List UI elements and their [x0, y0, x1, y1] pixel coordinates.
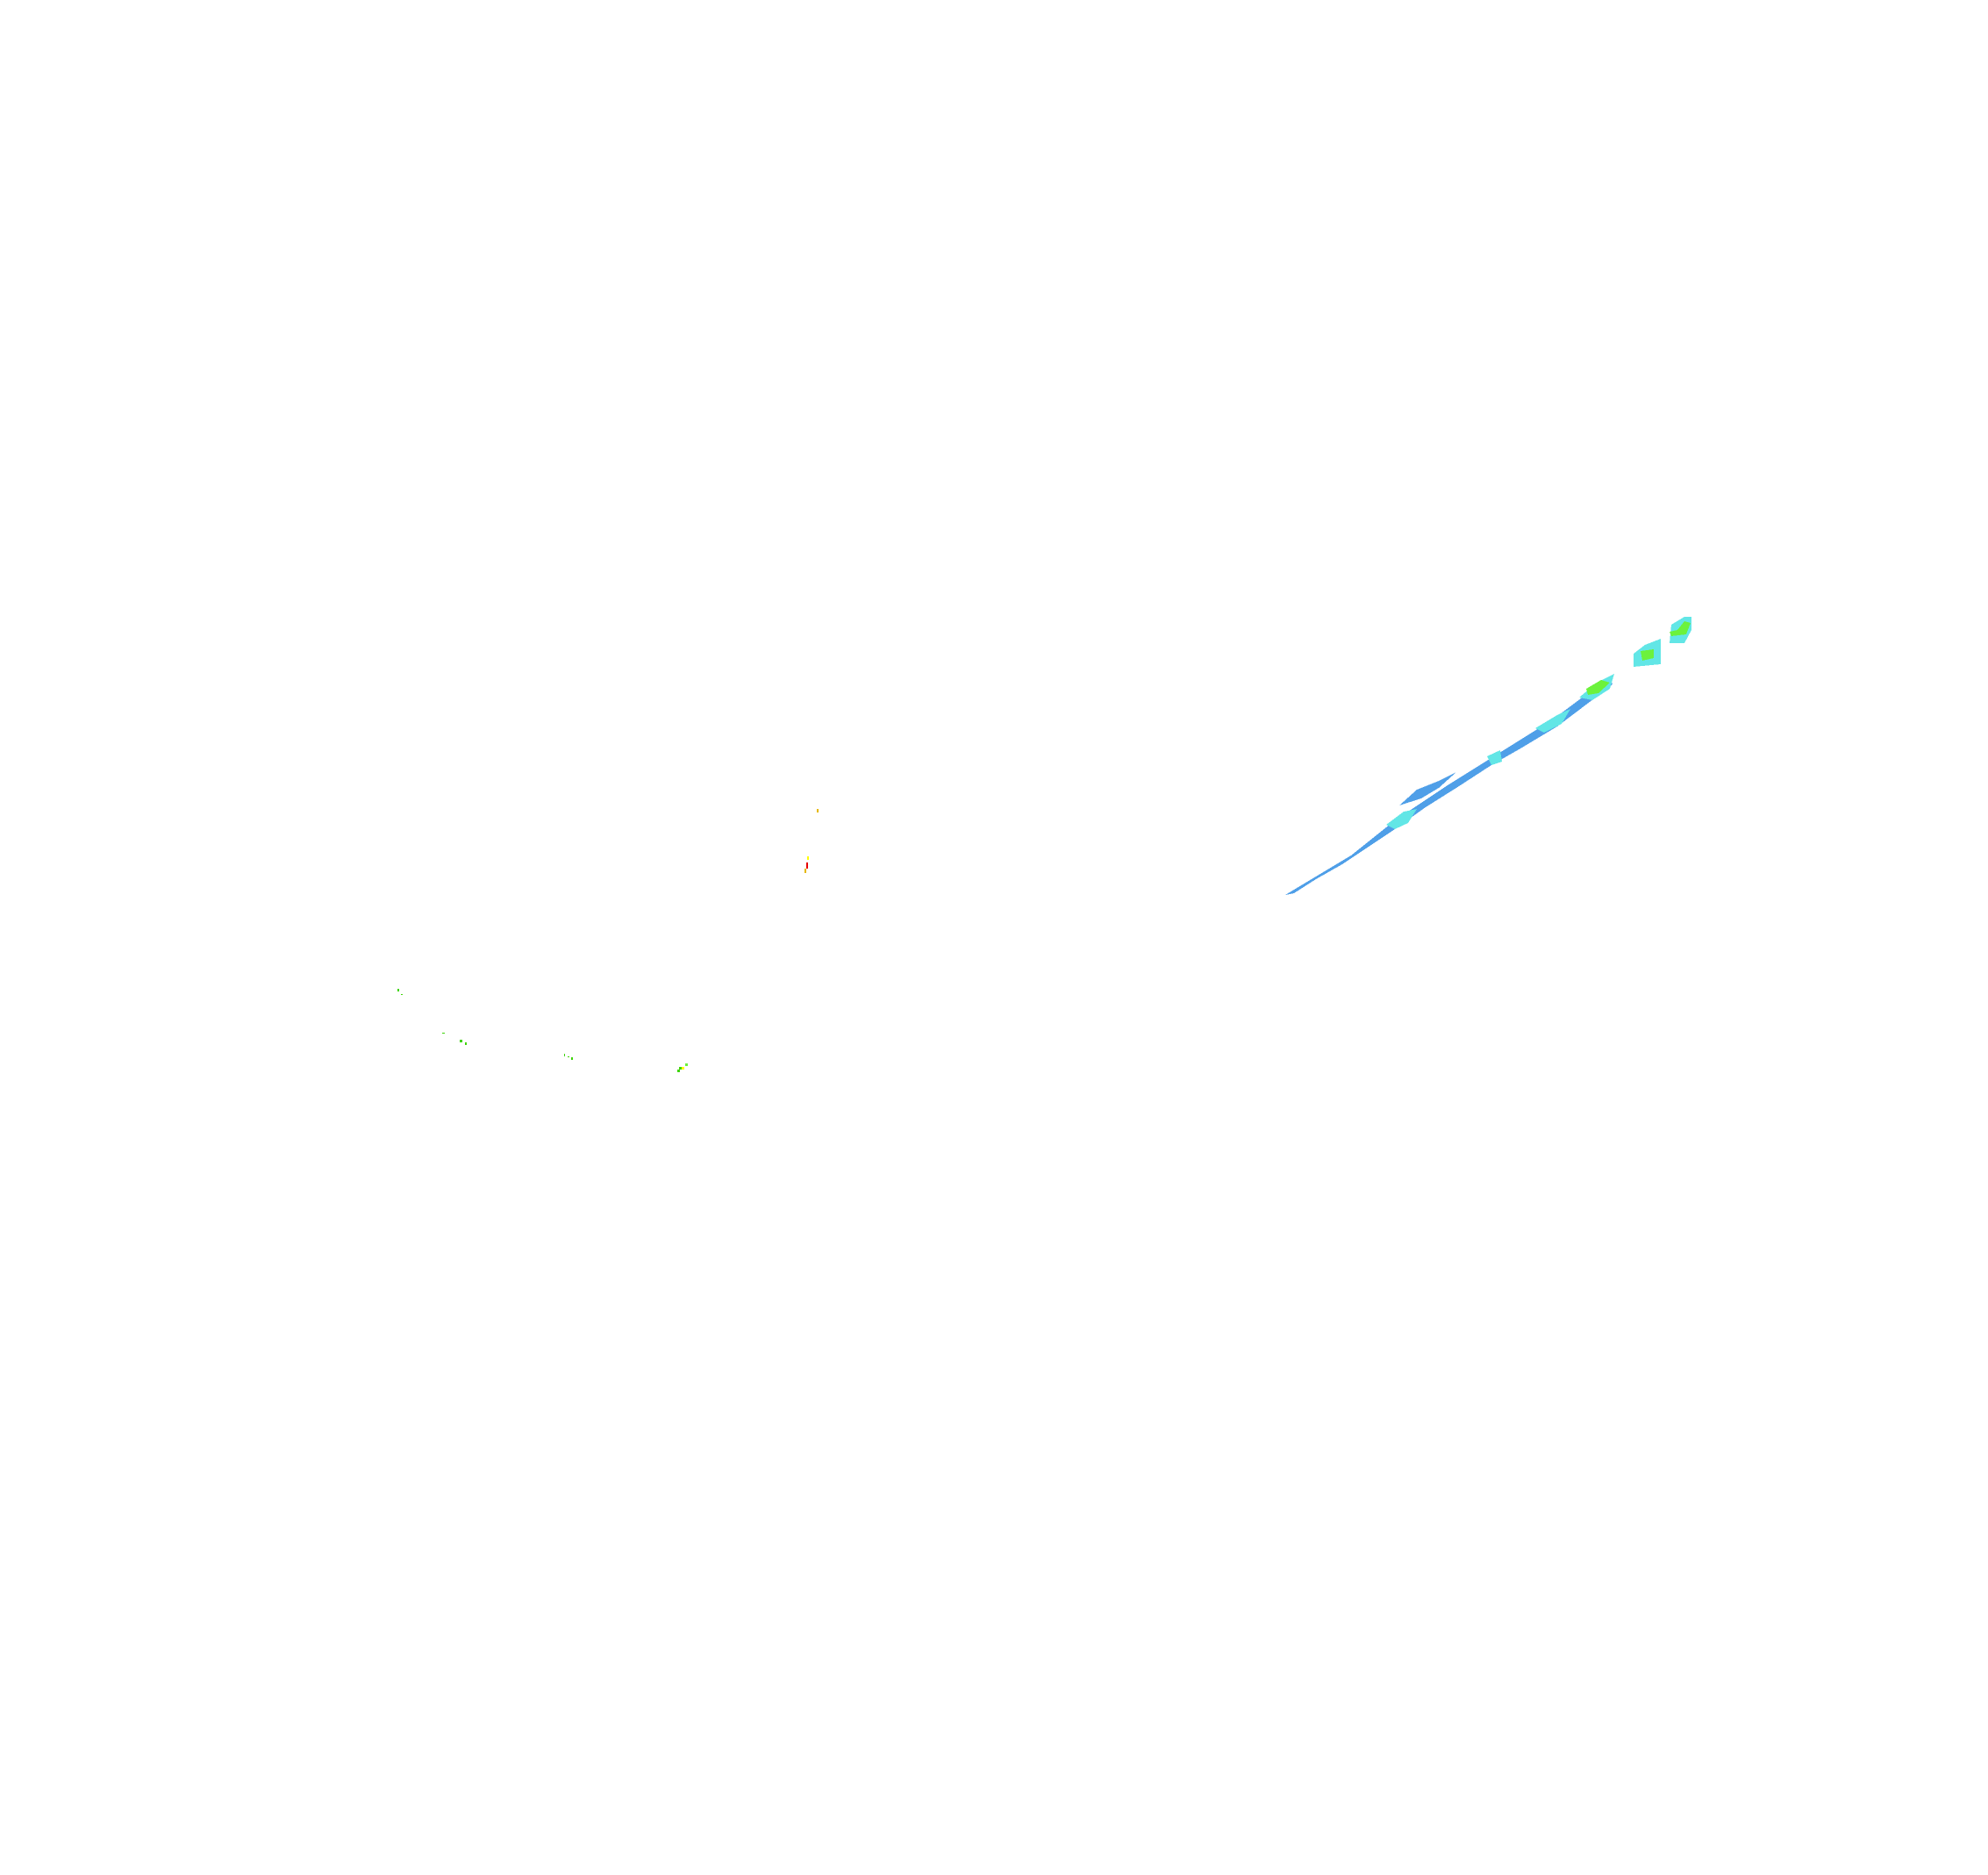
green-cell [401, 994, 403, 995]
yellow-cell [682, 1067, 684, 1070]
green-cell [571, 1057, 573, 1060]
green-cell [564, 1054, 565, 1056]
green-cell [465, 1042, 467, 1045]
green-cell [685, 1063, 688, 1066]
red-cell [806, 862, 808, 869]
green-cell [397, 989, 399, 991]
yellow-cell [807, 856, 809, 860]
moderate-rain-patch [1386, 809, 1417, 829]
green-cell [442, 1033, 445, 1034]
orange-cell [817, 809, 819, 812]
heavy-rain-patch [1586, 680, 1610, 695]
green-cell [460, 1040, 462, 1042]
moderate-rain-patch [1535, 709, 1570, 733]
scattered-cells-southwest [397, 989, 688, 1072]
green-cell [679, 1067, 682, 1070]
green-cell [568, 1056, 569, 1057]
moderate-rain-patch [1487, 750, 1502, 765]
precipitation-band-northeast [1285, 617, 1691, 895]
orange-cell [804, 869, 806, 873]
storm-cells-center [804, 809, 819, 873]
heavy-rain-patch [1641, 649, 1654, 661]
light-rain-loop [1399, 772, 1456, 805]
light-rain-band [1285, 677, 1613, 895]
heavy-rain-patch [1670, 621, 1691, 636]
green-cell [677, 1070, 680, 1072]
